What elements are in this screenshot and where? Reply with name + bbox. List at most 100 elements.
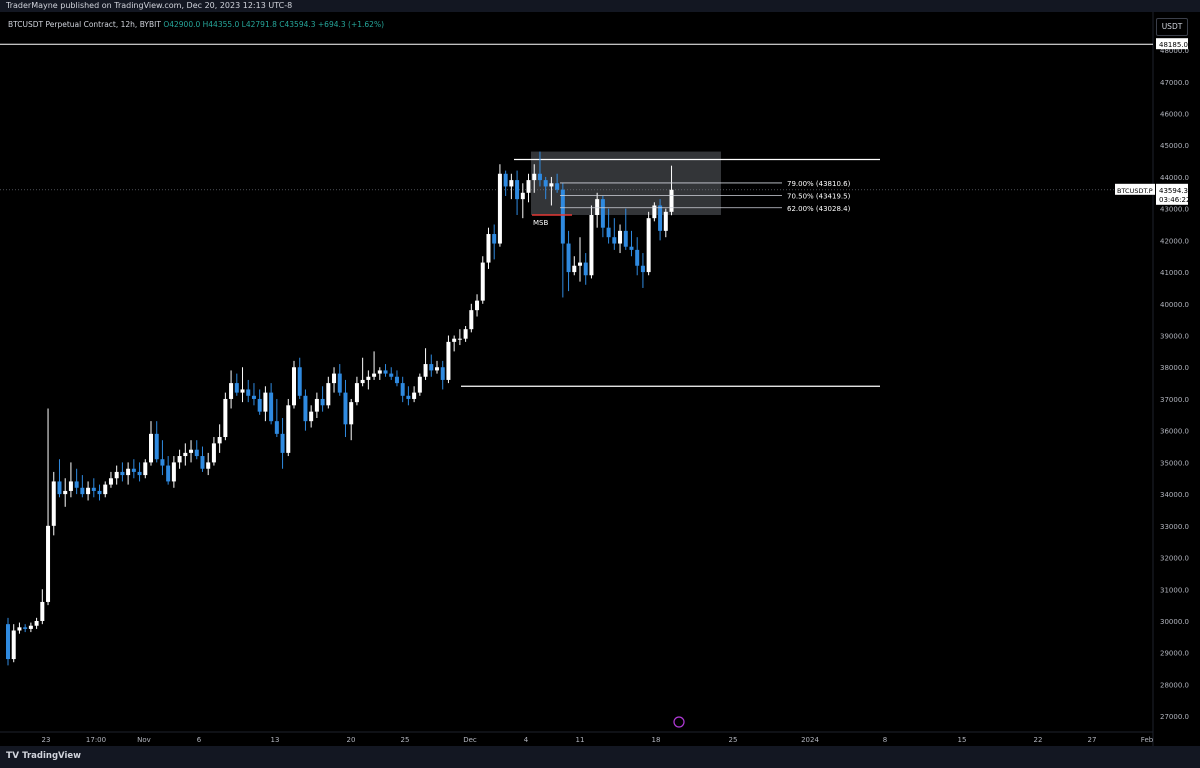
candle [200,446,205,472]
candle [640,253,645,288]
candle [360,357,365,387]
replay-icon[interactable] [673,716,685,728]
candle [28,622,33,633]
candle-body [497,173,502,244]
candle-body [211,443,216,463]
candle [372,351,377,380]
candle-body [154,433,159,460]
candle-body [555,183,560,190]
candle-body [572,265,577,273]
candle-body [91,487,96,491]
candle [332,367,337,393]
candle-body [57,481,62,495]
candle [475,294,480,317]
candle-body [469,310,474,330]
candle-body [578,262,582,266]
candle [663,208,668,238]
x-tick-label: 25 [729,736,738,744]
candle-body [486,234,491,263]
candle [652,202,657,222]
candle [406,386,411,406]
candle [297,357,302,399]
ohlc-values: O42900.0 H44355.0 L42791.8 C43594.3 +694… [163,20,384,29]
candle-body [612,237,617,244]
candle [206,452,211,476]
candle-body [412,392,417,399]
candle-body [229,383,234,399]
tradingview-brand-text: TradingView [22,751,81,761]
y-tick-label: 28000.0 [1160,681,1189,689]
candle [595,192,600,228]
candle [509,173,514,200]
candle [394,370,399,387]
x-tick-label: 22 [1034,736,1043,744]
candle [612,218,617,250]
candle-body [326,383,331,406]
level-price-box [1156,38,1188,50]
candle [337,364,342,396]
candle-body [40,601,45,621]
candle [572,256,577,276]
candle [618,224,623,254]
x-tick-label: 11 [576,736,585,744]
candle [131,459,136,479]
candle [326,376,331,409]
candle [549,176,554,206]
candle-body [269,392,274,422]
candle-body [223,398,228,438]
candle-body [646,218,651,273]
candle-body [11,630,16,660]
candle-body [343,392,348,425]
candle-body [280,433,285,453]
candle-body [360,379,365,384]
candle [463,326,468,342]
x-tick-label: 23 [42,736,51,744]
candle [68,462,73,498]
candle-body [177,456,182,463]
y-tick-label: 38000.0 [1160,364,1189,372]
candle [555,173,560,193]
fib-level-label: 62.00% (43028.4) [787,205,851,213]
candle-body [389,373,394,377]
candle-body [658,205,663,231]
candle [103,481,108,498]
candle [177,449,182,469]
candle [143,459,148,479]
candle-body [171,462,176,482]
y-tick-label: 44000.0 [1160,174,1189,182]
symbol-legend: BTCUSDT Perpetual Contract, 12h, BYBIT O… [8,20,384,29]
currency-button[interactable]: USDT [1156,18,1188,36]
candle-body [463,329,468,339]
candle [343,379,348,438]
candle [189,440,194,463]
candle-body [549,183,554,187]
candle-body [17,627,22,631]
candle-body [240,389,245,393]
chart-area[interactable] [0,12,1200,746]
candle-body [80,487,85,495]
candle-body [623,230,628,247]
candle [635,237,640,276]
candle [63,478,68,507]
y-tick-label: 31000.0 [1160,586,1189,594]
candle-body [532,173,537,181]
x-tick-label: Nov [137,736,151,744]
candle-body [200,456,205,469]
candle-body [595,199,600,215]
candle [520,183,525,219]
candle [480,256,485,304]
y-tick-label: 32000.0 [1160,555,1189,563]
y-tick-label: 33000.0 [1160,523,1189,531]
candle-body [435,367,439,371]
candle-body [566,243,571,273]
candle-body [618,230,623,244]
candle [108,471,113,488]
candle [223,392,228,441]
candle-body [543,180,548,187]
candle-body [520,192,525,200]
candle-body [286,405,291,453]
candle-body [354,383,359,403]
candle [435,360,439,374]
x-tick-label: 17:00 [86,736,106,744]
